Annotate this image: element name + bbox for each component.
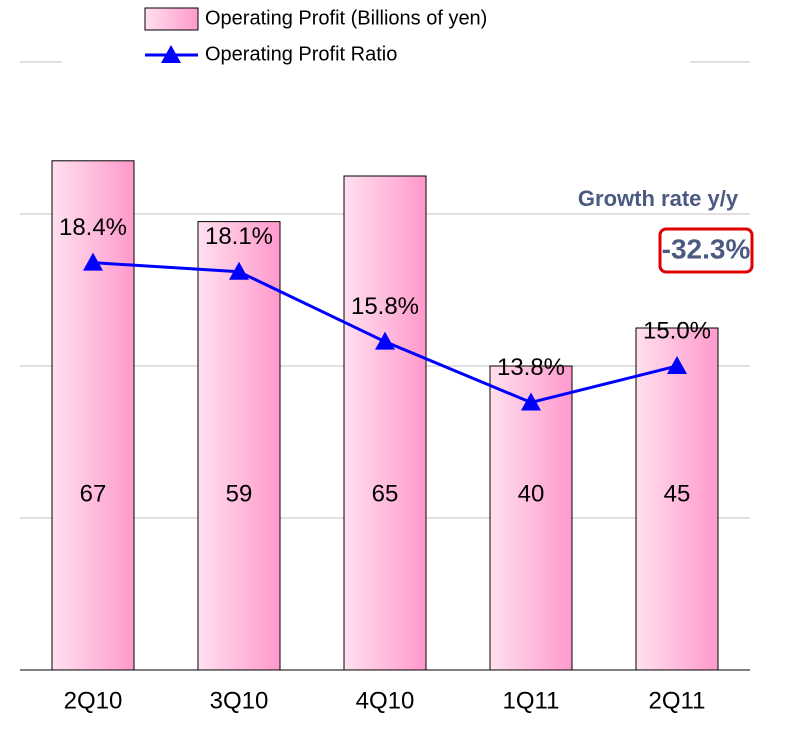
legend-label: Operating Profit Ratio — [205, 43, 397, 65]
legend-marker — [161, 45, 181, 63]
data-label: 40 — [518, 480, 545, 507]
legend-swatch — [144, 7, 199, 31]
data-label: 59 — [226, 480, 253, 507]
bar — [343, 175, 427, 671]
x-tick-label: 4Q10 — [356, 687, 415, 714]
legend-label: Operating Profit (Billions of yen) — [205, 7, 487, 29]
marker — [229, 261, 249, 280]
bar — [489, 365, 573, 671]
x-tick-label: 1Q11 — [503, 687, 560, 714]
annotation: Growth rate y/y — [578, 186, 739, 211]
bar — [197, 221, 281, 671]
data-label: 13.8% — [497, 354, 565, 381]
annotation: -32.3% — [662, 233, 751, 264]
marker — [375, 331, 395, 350]
marker — [521, 392, 541, 411]
annotation-box — [658, 227, 754, 274]
data-label: 45 — [664, 480, 691, 507]
data-label: 65 — [372, 480, 399, 507]
bar — [51, 160, 135, 671]
data-label: 15.0% — [643, 317, 711, 344]
data-label: 18.4% — [59, 214, 127, 241]
data-label: 18.1% — [205, 223, 273, 250]
data-label: 15.8% — [351, 293, 419, 320]
x-tick-label: 2Q10 — [64, 687, 123, 714]
x-tick-label: 2Q11 — [649, 687, 706, 714]
data-label: 67 — [80, 480, 107, 507]
marker — [83, 252, 103, 271]
x-tick-label: 3Q10 — [210, 687, 269, 714]
bar — [635, 327, 719, 671]
marker — [667, 356, 687, 374]
